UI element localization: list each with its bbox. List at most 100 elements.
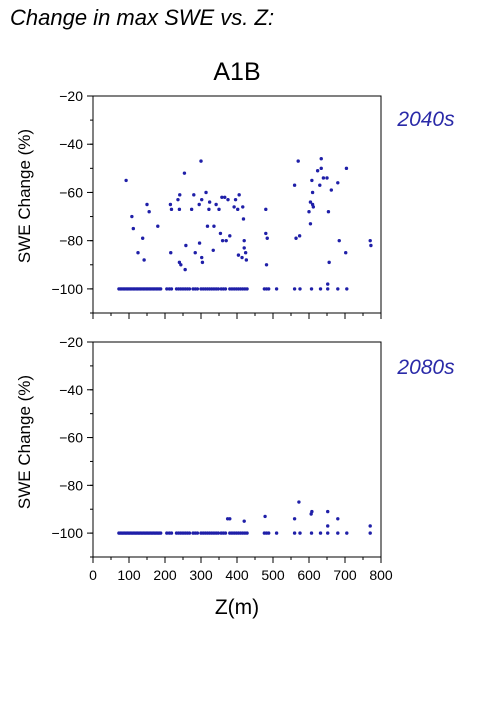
data-point: [319, 156, 323, 161]
data-point: [274, 287, 279, 291]
data-point: [212, 224, 216, 228]
data-point: [326, 509, 330, 514]
data-point: [310, 178, 314, 183]
data-point: [242, 519, 246, 523]
figure-title: Change in max SWE vs. Z:: [10, 5, 274, 30]
data-point: [292, 517, 297, 521]
data-point: [223, 195, 227, 199]
data-point: [197, 202, 201, 207]
y-tick-label: −40: [59, 136, 83, 152]
data-point: [326, 524, 330, 528]
data-point: [184, 243, 188, 248]
data-point: [310, 509, 314, 514]
x-tick-label: 100: [117, 567, 141, 583]
data-point: [187, 531, 192, 535]
data-point: [368, 238, 372, 243]
x-tick-label: 200: [153, 567, 177, 583]
data-point: [158, 531, 163, 535]
data-point: [308, 222, 313, 226]
scenario-title: A1B: [213, 58, 260, 86]
data-point: [207, 207, 211, 212]
data-point: [307, 210, 311, 214]
data-point: [266, 287, 271, 291]
data-point: [226, 197, 230, 202]
data-point: [236, 253, 241, 257]
data-point: [292, 183, 297, 187]
data-point: [177, 207, 182, 212]
data-point: [216, 287, 220, 291]
y-tick-label: −20: [59, 88, 83, 104]
data-point: [309, 287, 314, 291]
data-point: [131, 226, 136, 231]
data-point: [241, 217, 246, 221]
data-point: [211, 248, 215, 253]
data-point: [266, 531, 271, 535]
data-point: [199, 159, 203, 163]
data-point: [195, 531, 200, 535]
data-point: [237, 193, 241, 197]
data-point: [241, 205, 245, 209]
data-point: [344, 166, 349, 171]
data-point: [158, 287, 163, 291]
data-point: [321, 176, 326, 180]
data-point: [297, 234, 302, 238]
data-point: [344, 251, 348, 255]
data-point: [200, 260, 205, 265]
data-point: [165, 287, 169, 291]
panel-label-2080s: 2080s: [396, 356, 455, 379]
x-tick-label: 600: [297, 567, 321, 583]
data-point: [296, 159, 300, 163]
data-point: [189, 207, 194, 212]
data-point: [294, 236, 298, 240]
data-point: [310, 190, 315, 195]
data-point: [263, 514, 267, 519]
data-point: [274, 531, 279, 535]
data-point: [236, 207, 240, 212]
data-point: [242, 246, 246, 250]
x-tick-label: 700: [333, 567, 357, 583]
plot-frame: [92, 95, 382, 314]
data-point: [298, 287, 302, 291]
y-tick-label: −60: [59, 184, 83, 200]
data-point: [195, 287, 200, 291]
data-point: [228, 517, 232, 521]
panel-label-2040s: 2040s: [396, 108, 455, 131]
x-tick-label: 800: [369, 567, 393, 583]
panel-2080s: 2080s SWE Change (%) −100 −80 −60 −40 −20 0 10…: [15, 334, 455, 619]
data-point: [156, 224, 160, 228]
data-point: [244, 258, 249, 262]
data-point: [326, 282, 330, 286]
data-point: [124, 178, 128, 183]
data-point: [193, 251, 197, 255]
data-point: [183, 267, 187, 272]
data-point: [368, 531, 372, 535]
data-point: [169, 251, 173, 255]
data-point: [345, 531, 349, 535]
data-point: [368, 524, 372, 528]
x-tick-label: 400: [225, 567, 249, 583]
points-bottom: [117, 500, 372, 535]
data-point: [336, 517, 340, 521]
data-point: [265, 236, 269, 240]
x-tick-label: 300: [189, 567, 213, 583]
data-point: [182, 171, 187, 175]
data-point: [329, 188, 334, 192]
data-point: [200, 197, 204, 202]
data-point: [216, 531, 220, 535]
y-tick-label: −60: [59, 430, 83, 446]
data-point: [140, 236, 145, 240]
data-point: [326, 531, 330, 535]
data-point: [326, 287, 330, 291]
data-point: [327, 260, 331, 265]
x-axis-label: Z(m): [215, 596, 259, 619]
data-point: [336, 181, 340, 185]
data-point: [242, 238, 246, 243]
y-tick-label: −80: [59, 233, 83, 249]
data-point: [220, 238, 225, 243]
data-point: [309, 531, 314, 535]
data-point: [243, 251, 248, 255]
data-point: [319, 166, 323, 171]
data-point: [233, 197, 238, 202]
data-point: [187, 287, 192, 291]
